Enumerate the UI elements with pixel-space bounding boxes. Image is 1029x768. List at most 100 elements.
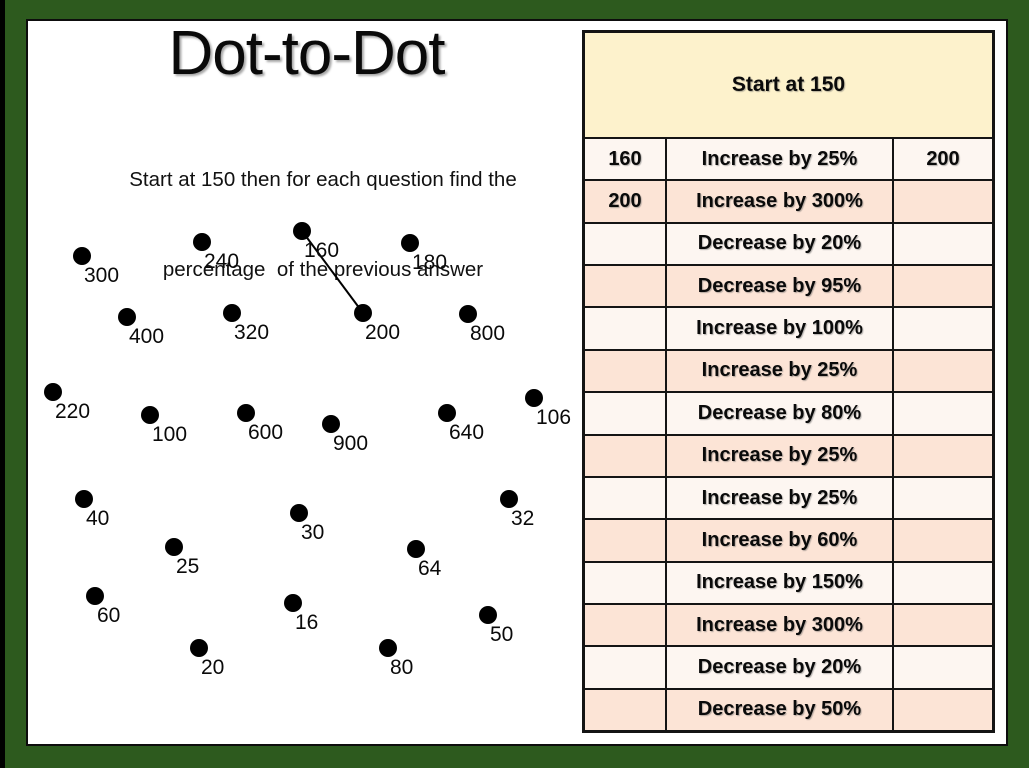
dot-label-50: 50 bbox=[490, 623, 514, 646]
answer-cell-left-row-7 bbox=[585, 393, 665, 434]
dot-300[interactable] bbox=[73, 247, 91, 265]
operation-cell-row-12: Increase by 300% bbox=[667, 604, 892, 646]
answer-cell-right-row-10 bbox=[894, 520, 992, 561]
dot-label-640: 640 bbox=[449, 421, 485, 444]
operation-cell-row-10: Increase by 60% bbox=[667, 520, 892, 561]
answer-cell-right-row-12 bbox=[894, 604, 992, 646]
operation-cell-row-4: Decrease by 95% bbox=[667, 266, 892, 307]
dot-200[interactable] bbox=[354, 304, 372, 322]
dot-600[interactable] bbox=[237, 404, 255, 422]
dot-40[interactable] bbox=[75, 490, 93, 508]
dot-label-106: 106 bbox=[536, 406, 572, 429]
operation-cell-row-7: Decrease by 80% bbox=[667, 393, 892, 434]
instructions-text: Start at 150 then for each question find… bbox=[28, 105, 618, 345]
answer-cell-left-row-3 bbox=[585, 223, 665, 265]
answer-cell-left-row-9 bbox=[585, 477, 665, 519]
table-header-start-at-150: Start at 150 bbox=[585, 33, 992, 137]
operation-cell-row-1: Increase by 25% bbox=[667, 139, 892, 180]
operation-cell-row-6: Increase by 25% bbox=[667, 350, 892, 392]
answer-cell-left-row-2: 200 bbox=[585, 181, 665, 222]
left-black-edge bbox=[0, 0, 5, 768]
dot-label-300: 300 bbox=[84, 264, 120, 287]
answer-cell-left-row-14 bbox=[585, 689, 665, 730]
dot-label-320: 320 bbox=[234, 321, 270, 344]
slide-page: Dot-to-Dot Start at 150 then for each qu… bbox=[26, 19, 1008, 746]
connection-line bbox=[301, 230, 364, 314]
dot-label-60: 60 bbox=[97, 604, 121, 627]
dot-800[interactable] bbox=[459, 305, 477, 323]
dot-label-25: 25 bbox=[176, 555, 200, 578]
dot-25[interactable] bbox=[165, 538, 183, 556]
dot-label-32: 32 bbox=[511, 507, 535, 530]
answer-cell-left-row-13 bbox=[585, 647, 665, 688]
dot-180[interactable] bbox=[401, 234, 419, 252]
dot-label-80: 80 bbox=[390, 656, 414, 679]
dot-320[interactable] bbox=[223, 304, 241, 322]
percentage-table: Start at 150 160 Increase by 25% 200 200 Inc… bbox=[582, 30, 995, 733]
answer-cell-right-row-6 bbox=[894, 350, 992, 392]
dot-label-400: 400 bbox=[129, 325, 165, 348]
answer-cell-right-row-1: 200 bbox=[894, 139, 992, 180]
answer-cell-left-row-8 bbox=[585, 435, 665, 476]
operation-cell-row-3: Decrease by 20% bbox=[667, 223, 892, 265]
dot-label-600: 600 bbox=[248, 421, 284, 444]
dot-30[interactable] bbox=[290, 504, 308, 522]
dot-100[interactable] bbox=[141, 406, 159, 424]
operation-cell-row-11: Increase by 150% bbox=[667, 562, 892, 603]
answer-cell-left-row-6 bbox=[585, 350, 665, 392]
instructions-line-2: percentage of the previous answer bbox=[162, 258, 484, 281]
answer-cell-right-row-9 bbox=[894, 477, 992, 519]
answer-cell-left-row-11 bbox=[585, 562, 665, 603]
dot-label-800: 800 bbox=[470, 322, 506, 345]
answer-cell-right-row-2 bbox=[894, 181, 992, 222]
answer-cell-right-row-7 bbox=[894, 393, 992, 434]
answer-cell-right-row-4 bbox=[894, 266, 992, 307]
dot-160[interactable] bbox=[293, 222, 311, 240]
answer-cell-right-row-11 bbox=[894, 562, 992, 603]
dot-106[interactable] bbox=[525, 389, 543, 407]
answer-cell-right-row-14 bbox=[894, 689, 992, 730]
operation-cell-row-14: Decrease by 50% bbox=[667, 689, 892, 730]
dot-240[interactable] bbox=[193, 233, 211, 251]
dot-label-200: 200 bbox=[365, 321, 401, 344]
answer-cell-right-row-13 bbox=[894, 647, 992, 688]
dot-label-100: 100 bbox=[152, 423, 188, 446]
dot-400[interactable] bbox=[118, 308, 136, 326]
dot-64[interactable] bbox=[407, 540, 425, 558]
dot-label-220: 220 bbox=[55, 400, 91, 423]
operation-cell-row-8: Increase by 25% bbox=[667, 435, 892, 476]
dot-900[interactable] bbox=[322, 415, 340, 433]
instructions-line-1: Start at 150 then for each question find… bbox=[129, 168, 517, 191]
dot-label-30: 30 bbox=[301, 521, 325, 544]
answer-cell-right-row-3 bbox=[894, 223, 992, 265]
dot-label-240: 240 bbox=[204, 250, 240, 273]
operation-cell-row-2: Increase by 300% bbox=[667, 181, 892, 222]
dot-label-160: 160 bbox=[304, 239, 340, 262]
dot-640[interactable] bbox=[438, 404, 456, 422]
answer-cell-left-row-4 bbox=[585, 266, 665, 307]
dot-20[interactable] bbox=[190, 639, 208, 657]
answer-cell-left-row-12 bbox=[585, 604, 665, 646]
dot-label-900: 900 bbox=[333, 432, 369, 455]
operation-cell-row-13: Decrease by 20% bbox=[667, 647, 892, 688]
dot-80[interactable] bbox=[379, 639, 397, 657]
dot-label-20: 20 bbox=[201, 656, 225, 679]
dot-32[interactable] bbox=[500, 490, 518, 508]
answer-cell-right-row-8 bbox=[894, 435, 992, 476]
answer-cell-left-row-5 bbox=[585, 308, 665, 349]
dot-to-dot-canvas: 300 240 160 180 400 320 200 800 220 100 600 900 640 1… bbox=[28, 21, 585, 744]
operation-cell-row-9: Increase by 25% bbox=[667, 477, 892, 519]
dot-label-16: 16 bbox=[295, 611, 319, 634]
answer-cell-left-row-10 bbox=[585, 520, 665, 561]
dot-220[interactable] bbox=[44, 383, 62, 401]
dot-label-40: 40 bbox=[86, 507, 110, 530]
dot-16[interactable] bbox=[284, 594, 302, 612]
dot-60[interactable] bbox=[86, 587, 104, 605]
operation-cell-row-5: Increase by 100% bbox=[667, 308, 892, 349]
dot-label-180: 180 bbox=[412, 251, 448, 274]
dot-50[interactable] bbox=[479, 606, 497, 624]
answer-cell-left-row-1: 160 bbox=[585, 139, 665, 180]
dot-label-64: 64 bbox=[418, 557, 442, 580]
answer-cell-right-row-5 bbox=[894, 308, 992, 349]
page-title: Dot-to-Dot bbox=[168, 19, 446, 88]
